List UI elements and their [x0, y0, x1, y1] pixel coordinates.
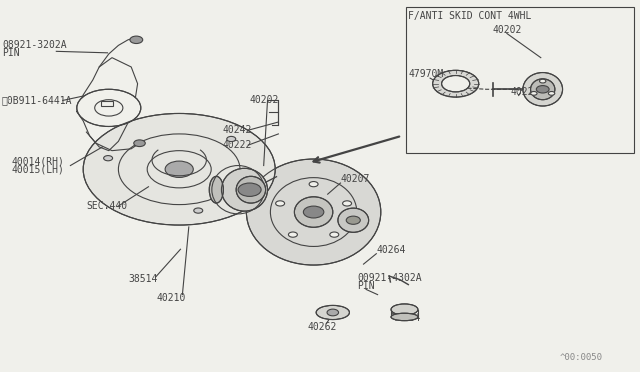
Ellipse shape: [338, 208, 369, 232]
Text: ^00:0050: ^00:0050: [560, 353, 603, 362]
Ellipse shape: [236, 176, 266, 203]
Text: 40014(RH): 40014(RH): [12, 157, 65, 167]
Ellipse shape: [523, 73, 563, 106]
Circle shape: [330, 232, 339, 237]
Ellipse shape: [209, 176, 223, 203]
Bar: [406, 7, 634, 153]
Circle shape: [134, 140, 145, 147]
Text: F/ANTI SKID CONT 4WHL: F/ANTI SKID CONT 4WHL: [408, 11, 531, 20]
Text: 40207: 40207: [340, 174, 370, 184]
Circle shape: [276, 201, 285, 206]
Text: 40234: 40234: [392, 313, 421, 323]
Circle shape: [194, 208, 203, 213]
Circle shape: [540, 79, 546, 83]
Ellipse shape: [391, 304, 418, 315]
Circle shape: [536, 86, 549, 93]
Text: ⓝ0B911-6441A: ⓝ0B911-6441A: [2, 96, 72, 105]
Text: PIN: PIN: [357, 281, 375, 291]
Circle shape: [289, 232, 298, 237]
Circle shape: [104, 155, 113, 161]
Text: 47970M: 47970M: [408, 70, 444, 79]
Ellipse shape: [531, 79, 555, 100]
Text: 00921-4302A: 00921-4302A: [357, 273, 422, 283]
Text: 40242: 40242: [223, 125, 252, 135]
Circle shape: [238, 183, 261, 196]
Circle shape: [83, 113, 275, 225]
Text: SEC.440: SEC.440: [86, 202, 127, 211]
Text: 40222: 40222: [223, 140, 252, 150]
Text: 40222: 40222: [511, 87, 540, 97]
Circle shape: [77, 89, 141, 126]
Circle shape: [442, 76, 470, 92]
Circle shape: [342, 201, 351, 206]
Circle shape: [433, 70, 479, 97]
Text: 40264: 40264: [376, 245, 406, 255]
Circle shape: [548, 92, 555, 95]
Circle shape: [327, 309, 339, 316]
Circle shape: [346, 216, 360, 224]
Circle shape: [227, 137, 236, 142]
Circle shape: [130, 36, 143, 44]
Text: 38514: 38514: [128, 274, 157, 284]
Circle shape: [303, 206, 324, 218]
Text: 40015(LH): 40015(LH): [12, 164, 65, 174]
Text: 40210: 40210: [157, 294, 186, 303]
Circle shape: [165, 161, 193, 177]
Ellipse shape: [246, 159, 381, 265]
Circle shape: [531, 92, 537, 95]
Ellipse shape: [221, 168, 268, 211]
Text: 40202: 40202: [493, 25, 522, 35]
Bar: [101, 101, 113, 106]
Ellipse shape: [391, 313, 418, 321]
Text: 40202: 40202: [250, 96, 279, 105]
Text: 40262: 40262: [307, 322, 337, 331]
Circle shape: [309, 182, 318, 187]
Ellipse shape: [294, 197, 333, 227]
Ellipse shape: [316, 305, 349, 320]
Text: PIN: PIN: [2, 48, 20, 58]
Text: 08921-3202A: 08921-3202A: [2, 40, 67, 49]
